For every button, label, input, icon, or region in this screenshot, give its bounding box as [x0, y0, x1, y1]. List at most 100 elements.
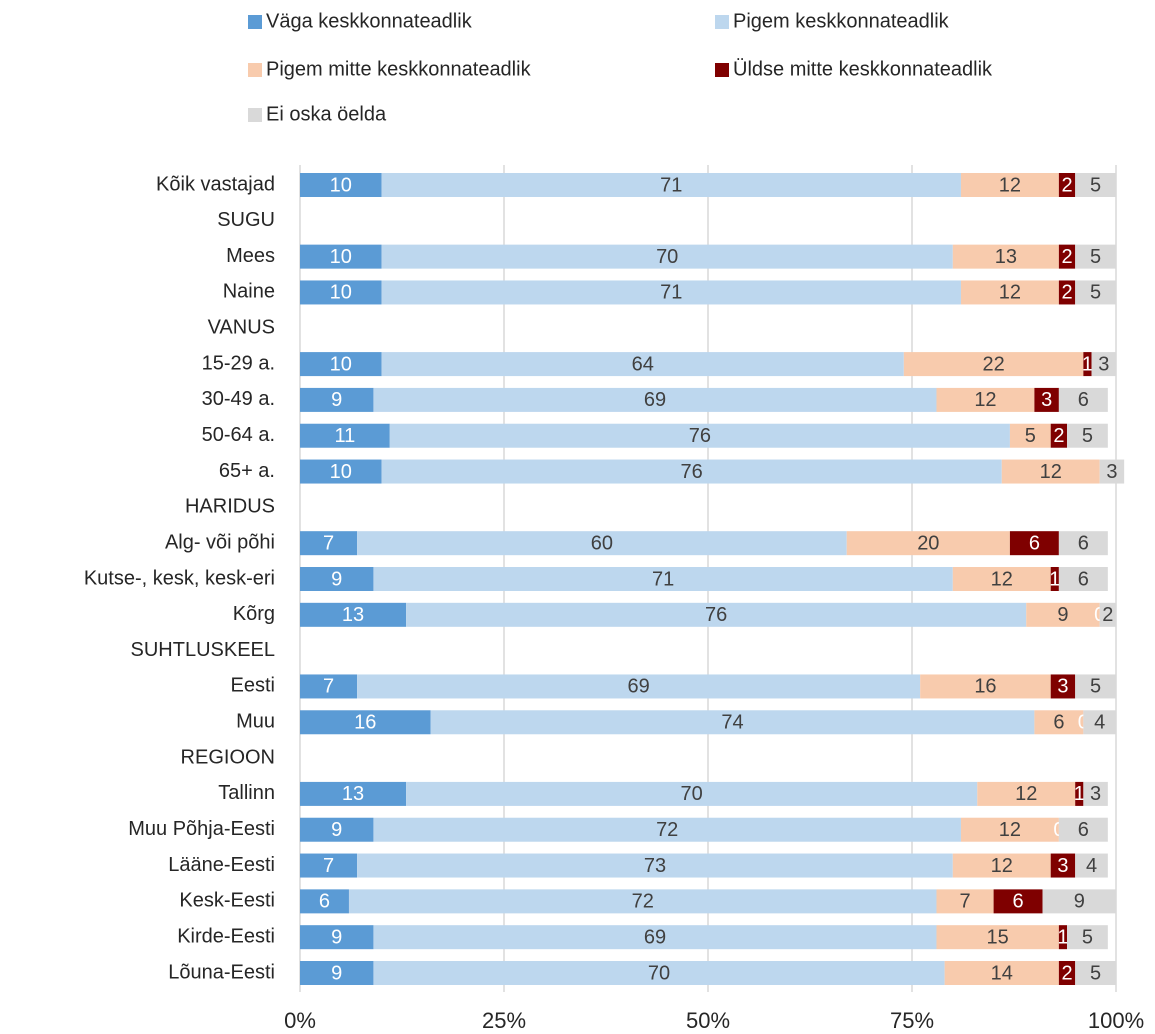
bar-segment [1083, 352, 1092, 377]
data-label: 9 [1057, 604, 1068, 626]
bar-segment [1067, 925, 1108, 950]
y-tick-label: 15-29 a. [202, 352, 275, 374]
data-label: 72 [632, 891, 654, 913]
y-tick-label: HARIDUS [185, 496, 275, 518]
data-label: 9 [331, 568, 342, 590]
bar-segment [300, 817, 374, 842]
data-label: 4 [1094, 712, 1105, 734]
y-tick-label: SUHTLUSKEEL [131, 639, 276, 661]
data-label: 69 [628, 676, 650, 698]
data-label: 5 [1090, 282, 1101, 304]
bar-segment [357, 531, 847, 556]
x-tick-label: 75% [890, 1008, 934, 1033]
y-tick-label: Naine [223, 281, 275, 303]
bar-segment [373, 961, 945, 985]
data-label: 3 [1106, 461, 1117, 483]
bar-segment [389, 423, 1010, 448]
bar-segment [1058, 387, 1108, 412]
bar-segment [1050, 853, 1076, 878]
data-label: 16 [354, 712, 376, 734]
bar-segment [1075, 674, 1116, 699]
bar-segment [936, 889, 994, 914]
bar-segment [1075, 244, 1116, 269]
data-label: 9 [331, 819, 342, 841]
bar-segment [1050, 674, 1076, 699]
x-tick-label: 0% [284, 1008, 316, 1033]
bar-segment [357, 674, 921, 699]
data-label: 71 [660, 174, 682, 196]
bar-segment [300, 567, 374, 591]
data-label: 7 [323, 676, 334, 698]
y-tick-label: Kõrg [233, 603, 275, 625]
bar-segment [952, 853, 1051, 878]
bar-segment [300, 352, 382, 377]
data-label: 10 [330, 246, 352, 268]
bar-segment [1067, 423, 1108, 448]
legend-swatch [248, 63, 262, 77]
legend-swatch [248, 15, 262, 29]
data-label: 6 [1013, 891, 1024, 913]
bar-segment [300, 674, 358, 699]
bar-segment [1034, 387, 1059, 412]
bar-segment [1075, 280, 1116, 305]
bar-segment [300, 459, 382, 484]
data-label: 76 [681, 461, 703, 483]
y-tick-label: Kutse-, kesk, kesk-eri [84, 567, 275, 589]
bar-segment [960, 173, 1059, 197]
bar-segment [960, 817, 1059, 842]
data-label: 5 [1090, 962, 1101, 984]
data-label: 22 [982, 353, 1004, 375]
data-label: 6 [1053, 712, 1064, 734]
bar-segment [1034, 710, 1084, 735]
data-label: 5 [1082, 926, 1093, 948]
data-label: 13 [995, 246, 1017, 268]
data-label: 6 [1029, 532, 1040, 554]
bar-segment [300, 423, 390, 448]
bar-segment [1058, 173, 1076, 197]
data-label: 16 [974, 676, 996, 698]
data-label: 7 [323, 855, 334, 877]
y-tick-label: Alg- või põhi [165, 531, 275, 553]
bar-segment [300, 280, 382, 305]
bar-segment [846, 531, 1010, 556]
data-label: 10 [330, 353, 352, 375]
bar-segment [1009, 423, 1051, 448]
data-label: 12 [999, 174, 1021, 196]
y-tick-label: Kirde-Eesti [177, 925, 275, 947]
y-tick-label: Mees [226, 245, 275, 267]
legend-swatch [248, 108, 262, 122]
data-label: 7 [323, 532, 334, 554]
bar-segment [300, 710, 431, 735]
data-label: 10 [330, 282, 352, 304]
bar-segment [1050, 567, 1059, 591]
bar-segment [300, 889, 349, 914]
data-label: 3 [1057, 676, 1068, 698]
bar-segment [1075, 781, 1084, 806]
data-label: 9 [331, 926, 342, 948]
bar-segment [300, 244, 382, 269]
bar-segment [381, 244, 953, 269]
bar-segment [406, 602, 1027, 627]
legend-label: Üldse mitte keskkonnateadlik [733, 58, 993, 80]
data-label: 5 [1082, 425, 1093, 447]
bar-segment [300, 173, 382, 197]
data-label: 2 [1061, 282, 1072, 304]
bar-segment [1058, 531, 1108, 556]
y-tick-label: Kesk-Eesti [179, 890, 275, 912]
data-label: 70 [681, 783, 703, 805]
bar-segment [936, 925, 1059, 950]
data-label: 15 [987, 926, 1009, 948]
bar-segment [977, 781, 1076, 806]
data-label: 12 [974, 389, 996, 411]
bar-segment [300, 602, 407, 627]
y-tick-label: 50-64 a. [202, 424, 275, 446]
data-label: 9 [1074, 891, 1085, 913]
data-label: 76 [705, 604, 727, 626]
data-label: 12 [991, 568, 1013, 590]
data-label: 3 [1098, 353, 1109, 375]
bar-segment [1099, 602, 1116, 627]
data-label: 12 [999, 282, 1021, 304]
data-label: 71 [652, 568, 674, 590]
y-tick-label: Muu [236, 711, 275, 733]
data-label: 7 [959, 891, 970, 913]
